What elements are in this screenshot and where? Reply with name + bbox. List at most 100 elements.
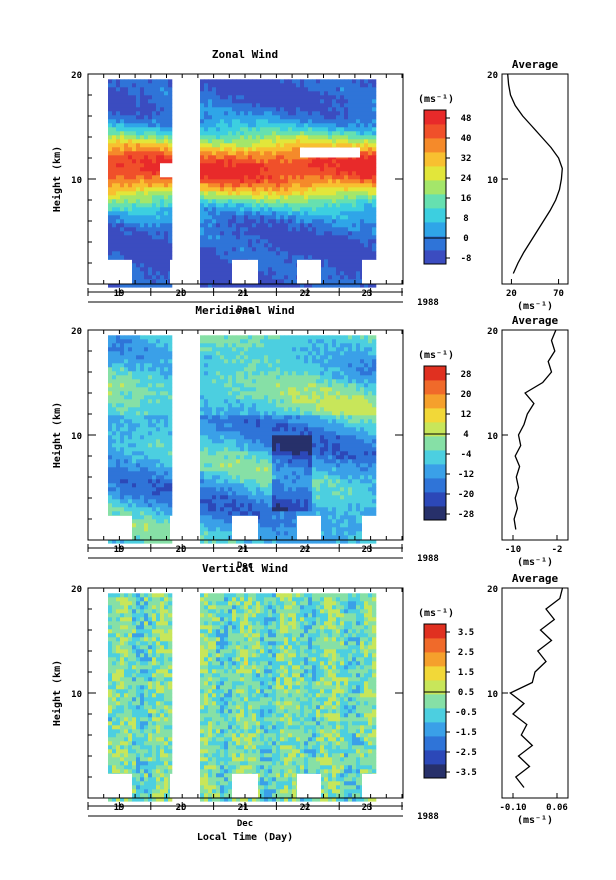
colorbar-tick-label: -4: [461, 450, 472, 460]
missing-data-block: [170, 774, 199, 798]
missing-data-block: [362, 260, 405, 284]
year-label: 1988: [417, 298, 439, 308]
y-axis-label: Height (km): [51, 402, 63, 468]
missing-data-block: [88, 516, 132, 540]
y-tick-label: 20: [71, 71, 82, 81]
profile-y-tick-label: 20: [487, 71, 498, 81]
colorbar-swatch: [424, 652, 446, 666]
colorbar-tick-label: 3.5: [458, 628, 474, 638]
colorbar-tick-label: 4: [463, 430, 469, 440]
colorbar-tick-label: 24: [461, 174, 472, 184]
colorbar-swatch: [424, 624, 446, 638]
colorbar-tick-label: 1.5: [458, 668, 474, 678]
profile-frame: [502, 330, 568, 540]
colorbar-swatch: [424, 450, 446, 464]
colorbar-tick-label: 16: [461, 194, 472, 204]
colorbar-tick-label: 8: [463, 214, 468, 224]
colorbar-swatch: [424, 408, 446, 422]
colorbar-tick-label: -3.5: [455, 768, 477, 778]
profile-y-tick-label: 20: [487, 585, 498, 595]
colorbar-swatch: [424, 394, 446, 408]
colorbar-tick-label: -1.5: [455, 728, 477, 738]
x-tick-label: 20: [176, 803, 187, 813]
colorbar-swatch: [424, 464, 446, 478]
profile-x-tick-label: 70: [553, 289, 564, 299]
colorbar-swatch: [424, 638, 446, 652]
x-axis-label: Local Time (Day): [197, 831, 293, 843]
profile-line: [508, 74, 563, 274]
heatmap-field: [108, 79, 376, 287]
colorbar-tick-label: -0.5: [455, 708, 477, 718]
profile-y-tick-label: 10: [487, 176, 498, 186]
y-tick-label: 10: [71, 690, 82, 700]
colorbar-swatch: [424, 666, 446, 680]
x-tick-label: 23: [362, 289, 373, 299]
colorbar-unit: (ms⁻¹): [418, 350, 454, 361]
colorbar-tick-label: 12: [461, 410, 472, 420]
missing-data-block: [170, 516, 199, 540]
profile-x-tick-label: -0.10: [499, 803, 526, 813]
x-tick-label: 22: [300, 803, 311, 813]
colorbar-tick-label: 0.5: [458, 688, 474, 698]
profile-x-tick-label: 0.06: [546, 803, 568, 813]
colorbar-swatch: [424, 222, 446, 236]
missing-data-block: [170, 260, 199, 284]
x-tick-label: 22: [300, 545, 311, 555]
colorbar-tick-label: -28: [458, 510, 474, 520]
y-axis-label: Height (km): [51, 146, 63, 212]
profile-title: Average: [512, 572, 559, 585]
colorbar-swatch: [424, 764, 446, 778]
year-label: 1988: [417, 554, 439, 564]
missing-data-block: [160, 163, 200, 177]
panel-title: Meridional Wind: [195, 304, 294, 317]
year-label: 1988: [417, 812, 439, 822]
colorbar-tick-label: 2.5: [458, 648, 474, 658]
colorbar-swatch: [424, 194, 446, 208]
missing-data-block: [88, 260, 132, 284]
missing-data-block: [362, 774, 405, 798]
colorbar-swatch: [424, 708, 446, 722]
profile-y-tick-label: 20: [487, 327, 498, 337]
heatmap-field: [108, 593, 376, 801]
profile-title: Average: [512, 58, 559, 71]
colorbar-swatch: [424, 506, 446, 520]
colorbar-swatch: [424, 492, 446, 506]
colorbar-swatch: [424, 138, 446, 152]
panel-title: Vertical Wind: [202, 562, 288, 575]
colorbar-tick-label: -8: [461, 254, 472, 264]
colorbar-tick-label: 40: [461, 134, 472, 144]
colorbar-tick-label: -2.5: [455, 748, 477, 758]
colorbar: (ms⁻¹)3.52.51.50.5-0.5-1.5-2.5-3.5: [418, 608, 477, 778]
colorbar-swatch: [424, 722, 446, 736]
colorbar-swatch: [424, 152, 446, 166]
x-tick-label: 19: [114, 289, 125, 299]
colorbar-swatch: [424, 250, 446, 264]
colorbar-swatch: [424, 180, 446, 194]
x-tick-label: 20: [176, 545, 187, 555]
colorbar-swatch: [424, 694, 446, 708]
profile-x-tick-label: -10: [505, 545, 521, 555]
panel-title: Zonal Wind: [212, 48, 278, 61]
heatmap-field: [108, 335, 376, 543]
y-tick-label: 10: [71, 176, 82, 186]
missing-data-block: [362, 516, 405, 540]
x-tick-label: 19: [114, 803, 125, 813]
colorbar-tick-label: 28: [461, 370, 472, 380]
colorbar-tick-label: -12: [458, 470, 474, 480]
colorbar-swatch: [424, 366, 446, 380]
x-tick-label: 21: [238, 803, 249, 813]
colorbar-tick-label: 48: [461, 114, 472, 124]
colorbar-tick-label: 32: [461, 154, 472, 164]
x-tick-label: 21: [238, 289, 249, 299]
colorbar-swatch: [424, 736, 446, 750]
y-tick-label: 20: [71, 585, 82, 595]
colorbar-swatch: [424, 110, 446, 124]
profile-frame: [502, 588, 568, 798]
